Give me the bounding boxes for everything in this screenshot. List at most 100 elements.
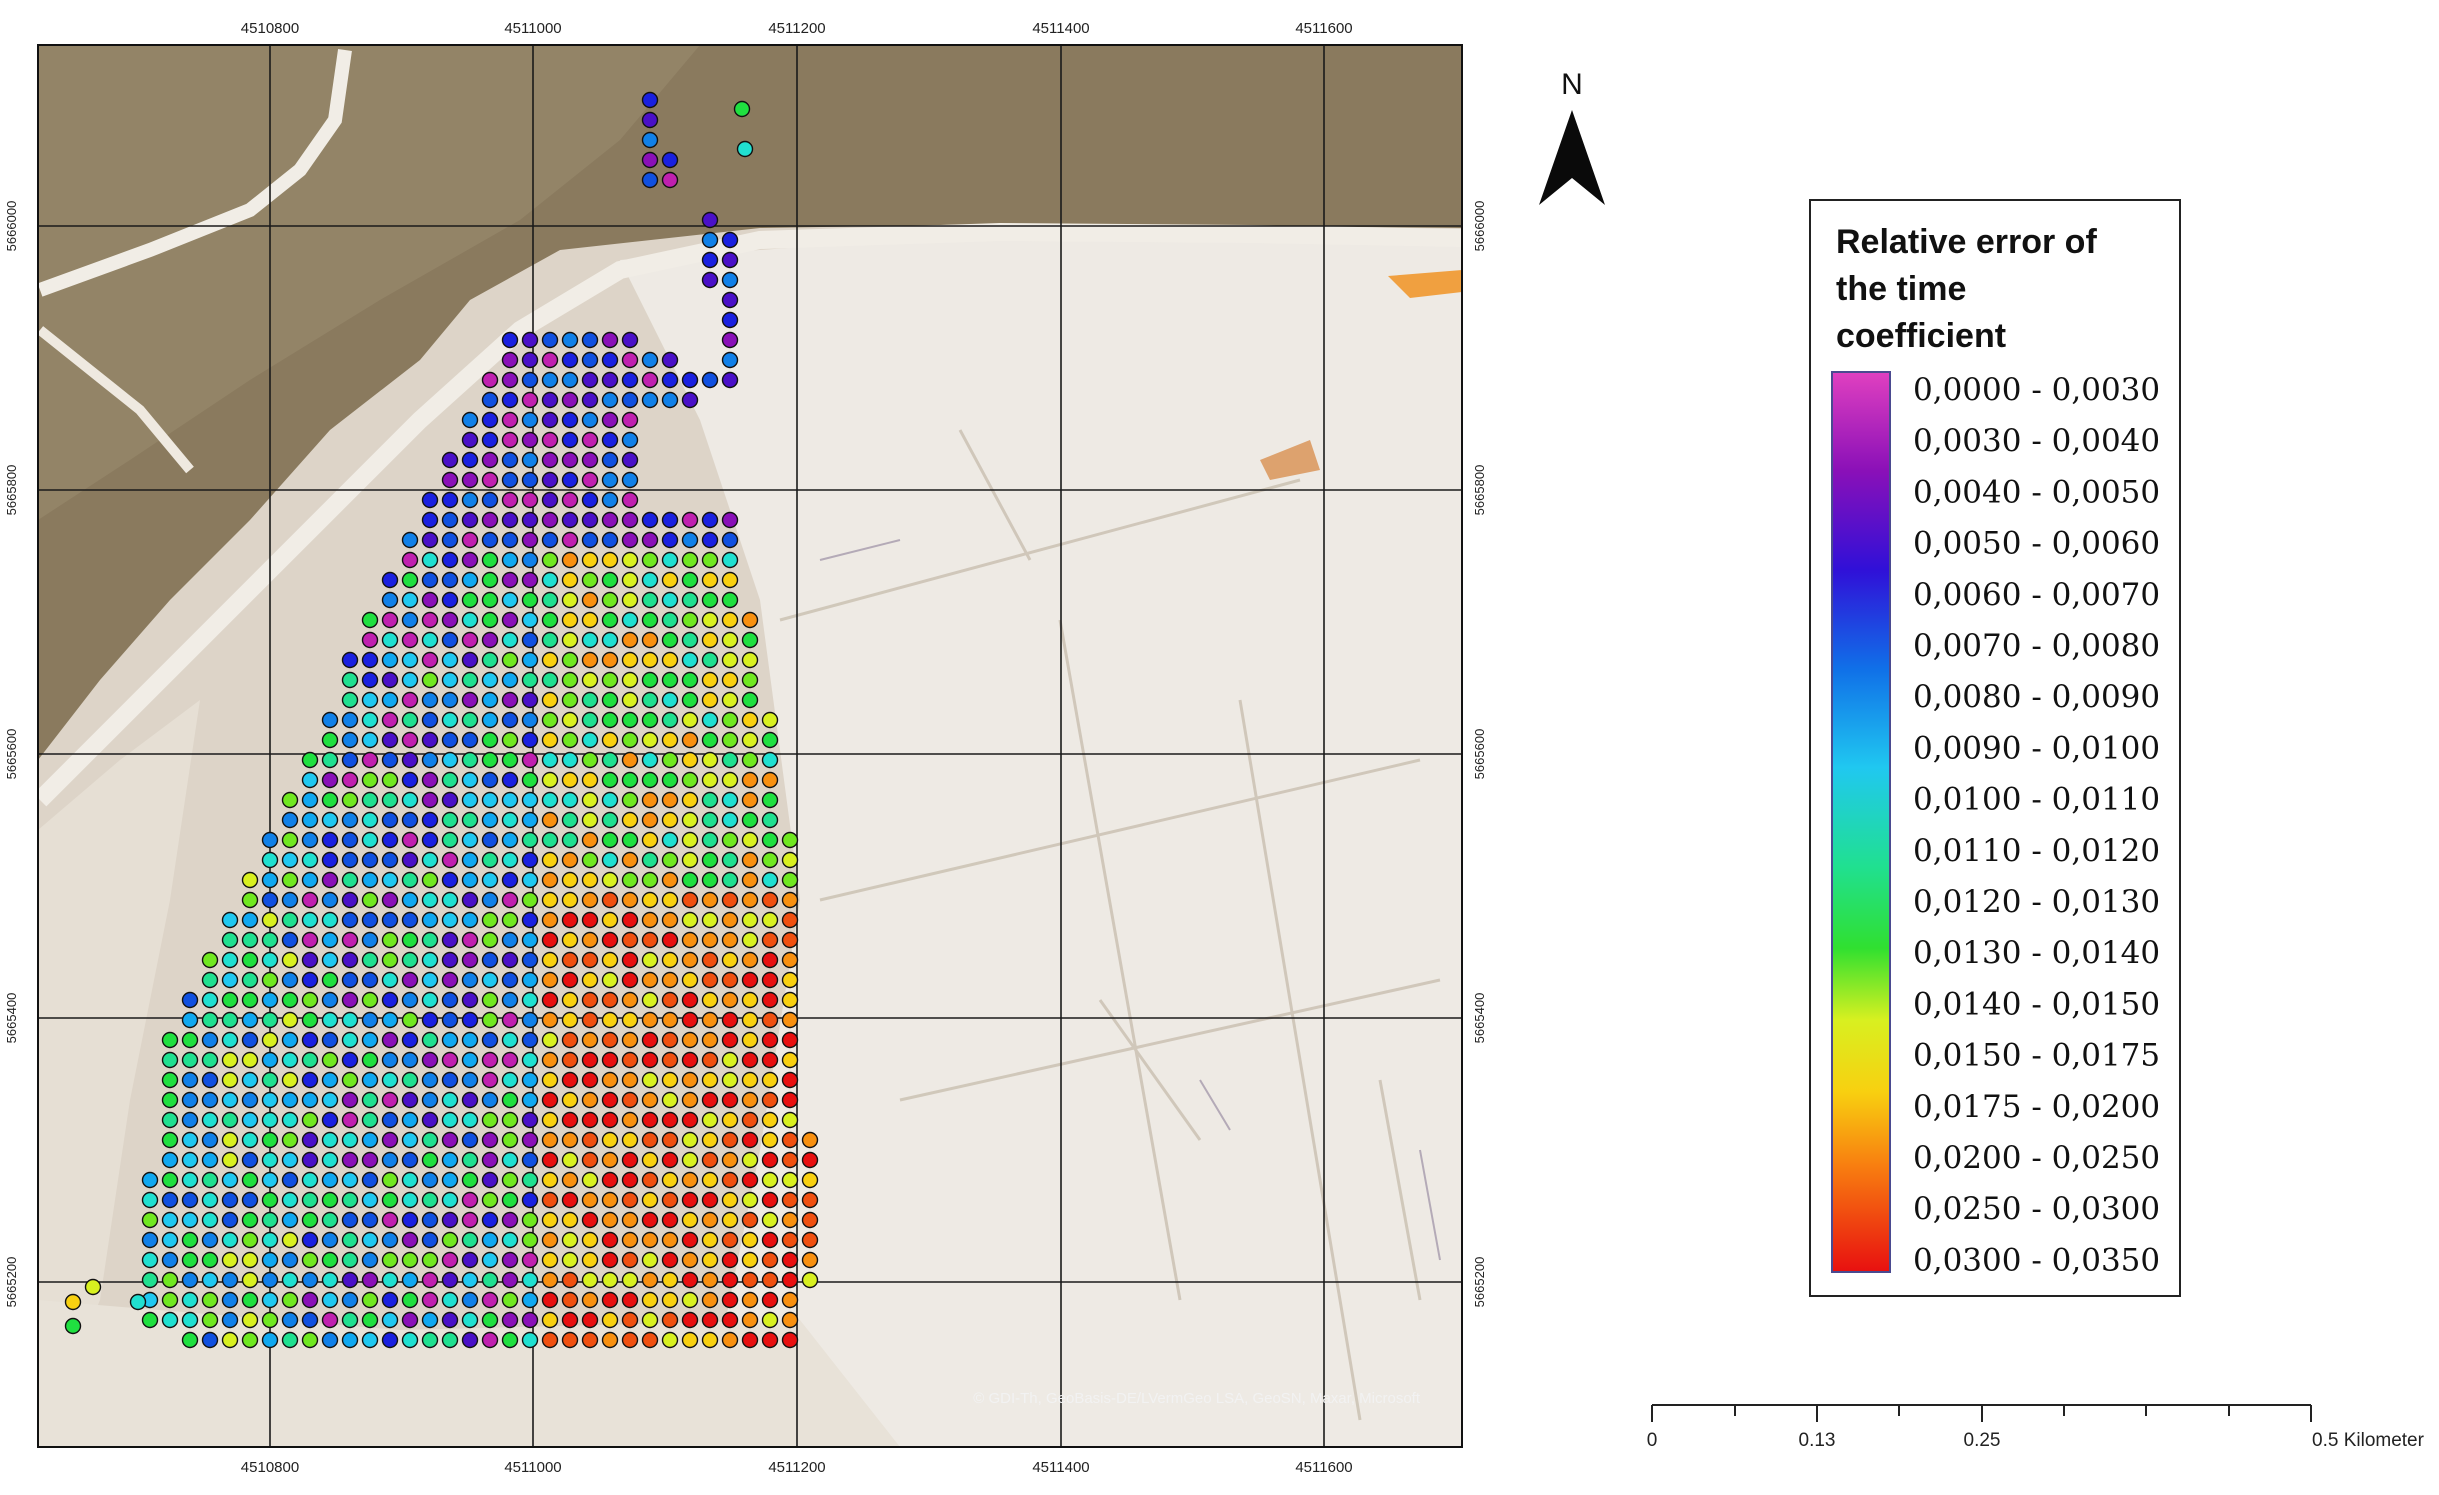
measurement-point [181,1051,199,1069]
measurement-point [761,1091,779,1109]
measurement-point [401,871,419,889]
measurement-point [421,731,439,749]
measurement-point [521,851,539,869]
measurement-point [721,1271,739,1289]
measurement-point [381,1191,399,1209]
measurement-point [701,1151,719,1169]
measurement-point [221,1151,239,1169]
measurement-point [521,771,539,789]
measurement-point [541,851,559,869]
measurement-point [621,611,639,629]
measurement-point [481,1011,499,1029]
measurement-point [421,1271,439,1289]
measurement-point [581,991,599,1009]
measurement-point [441,571,459,589]
measurement-point [301,771,319,789]
measurement-point [621,891,639,909]
measurement-point [241,1091,259,1109]
measurement-point [461,511,479,529]
measurement-point [301,1231,319,1249]
measurement-point [281,1131,299,1149]
measurement-point [221,1211,239,1229]
measurement-point [581,391,599,409]
measurement-point [541,1211,559,1229]
legend-class-label: 0,0130 - 0,0140 [1913,935,2160,971]
measurement-point [601,691,619,709]
measurement-point [661,891,679,909]
measurement-point [581,771,599,789]
measurement-point [301,1331,319,1349]
measurement-point [561,571,579,589]
measurement-point [201,1311,219,1329]
measurement-point [681,1011,699,1029]
measurement-point [64,1317,82,1335]
measurement-point [301,1191,319,1209]
measurement-point [401,611,419,629]
measurement-point [581,1011,599,1029]
measurement-point [481,491,499,509]
measurement-point [441,1271,459,1289]
measurement-point [361,831,379,849]
measurement-point [601,951,619,969]
measurement-point [741,791,759,809]
measurement-point [621,751,639,769]
measurement-point [381,871,399,889]
measurement-point [361,991,379,1009]
measurement-point [401,951,419,969]
measurement-point [681,1031,699,1049]
measurement-point [201,971,219,989]
measurement-point [601,591,619,609]
measurement-point [321,1091,339,1109]
measurement-point [561,631,579,649]
measurement-point [401,931,419,949]
measurement-point [301,1071,319,1089]
measurement-point [581,1071,599,1089]
measurement-point [321,891,339,909]
measurement-point [441,1011,459,1029]
measurement-point [561,911,579,929]
measurement-point [461,671,479,689]
measurement-point [641,1231,659,1249]
measurement-point [381,1051,399,1069]
measurement-point [661,1071,679,1089]
measurement-point [621,1051,639,1069]
measurement-point [241,1071,259,1089]
measurement-point [641,1111,659,1129]
measurement-point [381,1331,399,1349]
measurement-point [441,991,459,1009]
measurement-point [721,991,739,1009]
measurement-point [521,871,539,889]
measurement-point [321,1231,339,1249]
measurement-point [261,1051,279,1069]
measurement-point [441,1051,459,1069]
map-border [37,44,1463,1448]
measurement-point [721,1051,739,1069]
measurement-point [201,1171,219,1189]
measurement-point [441,831,459,849]
measurement-point [781,1331,799,1349]
measurement-point [361,1271,379,1289]
measurement-point [481,431,499,449]
measurement-point [441,1191,459,1209]
measurement-point [581,891,599,909]
measurement-point [321,871,339,889]
measurement-point [601,851,619,869]
measurement-point [681,1131,699,1149]
measurement-point [461,1311,479,1329]
measurement-point [601,671,619,689]
measurement-point [461,1291,479,1309]
measurement-point [521,1271,539,1289]
measurement-point [281,1111,299,1129]
measurement-point [561,451,579,469]
measurement-point [501,631,519,649]
measurement-point [561,951,579,969]
measurement-point [601,1191,619,1209]
measurement-point [481,871,499,889]
measurement-point [501,871,519,889]
measurement-point [521,651,539,669]
measurement-point [621,391,639,409]
measurement-point [721,1111,739,1129]
measurement-point [581,911,599,929]
measurement-point [341,951,359,969]
measurement-point [261,931,279,949]
